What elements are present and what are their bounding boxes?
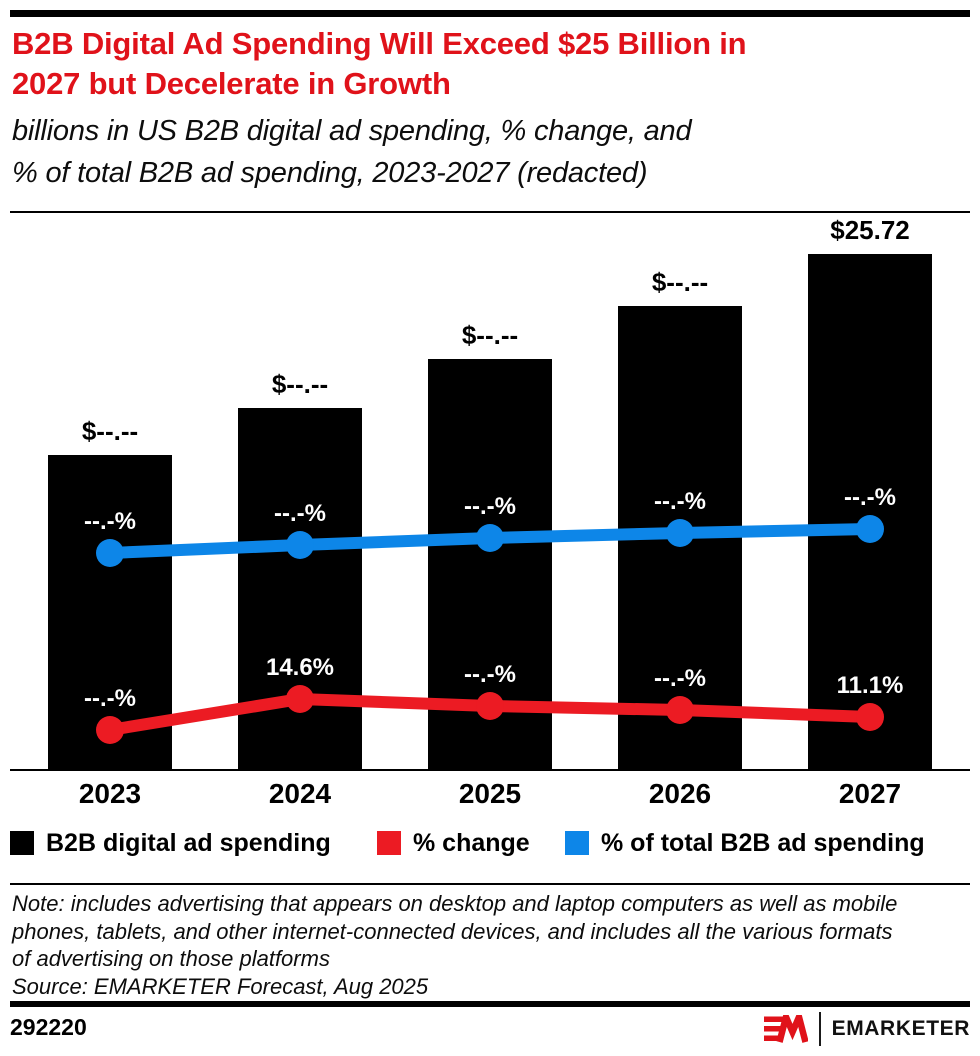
chart-title: B2B Digital Ad Spending Will Exceed $25 …: [12, 24, 962, 104]
bar-value-label-2024: $--.--: [271, 369, 329, 399]
chart-title-line-2: 2027 but Decelerate in Growth: [12, 66, 451, 101]
-of-total-b2b-ad-spending-line-label-2023: --.-%: [84, 508, 136, 535]
note-line: Note: includes advertising that appears …: [12, 891, 898, 916]
legend-item-pct-total: % of total B2B ad spending: [565, 828, 925, 857]
brand-separator: [818, 1012, 821, 1046]
legend-label: B2B digital ad spending: [46, 828, 331, 857]
note-line: phones, tablets, and other internet-conn…: [12, 918, 893, 944]
bar-value-label-2025: $--.--: [461, 320, 519, 350]
footer-rule: [10, 1001, 970, 1007]
-change-line-label-2027: 11.1%: [836, 672, 904, 699]
note-divider: [10, 883, 970, 885]
-change-line-label-2023: --.-%: [84, 685, 136, 712]
emarketer-logo-icon: [763, 1015, 808, 1043]
pct-total-swatch-icon: [565, 831, 589, 855]
emarketer-brand: EMARKETER: [763, 1010, 970, 1048]
x-axis-line: [10, 769, 970, 771]
-of-total-b2b-ad-spending-line-label-2027: --.-%: [844, 484, 896, 511]
-of-total-b2b-ad-spending-line-label-2025: --.-%: [464, 493, 516, 520]
-of-total-b2b-ad-spending-line-label-2026: --.-%: [654, 488, 706, 515]
note-block: Note: includes advertising that appears …: [12, 890, 962, 1000]
bar-2025: [428, 359, 552, 770]
source-line: Source: EMARKETER Forecast, Aug 2025: [12, 973, 429, 999]
-change-line-label-2026: --.-%: [654, 665, 706, 692]
x-axis-label-2027: 2027: [838, 778, 902, 809]
-change-line-label-2024: 14.6%: [265, 654, 335, 681]
bar-2023: [48, 455, 172, 770]
pct-change-swatch-icon: [377, 831, 401, 855]
bar-value-label-2023: $--.--: [81, 416, 139, 446]
chart-title-line-1: B2B Digital Ad Spending Will Exceed $25 …: [12, 26, 747, 61]
x-axis-label-2023: 2023: [78, 778, 142, 809]
legend-label: % of total B2B ad spending: [601, 828, 925, 857]
x-axis-label-2025: 2025: [458, 778, 522, 809]
x-axis-label-2026: 2026: [648, 778, 712, 809]
bar-2027: [808, 254, 932, 770]
note-line: of advertising on those platforms: [12, 946, 330, 971]
chart-legend: B2B digital ad spending % change % of to…: [0, 828, 980, 858]
legend-item-pct-change: % change: [377, 828, 530, 857]
bar-series-swatch-icon: [10, 831, 34, 855]
bar-value-label-2026: $--.--: [651, 267, 709, 297]
brand-wordmark: EMARKETER: [831, 1017, 970, 1040]
chart-subtitle: billions in US B2B digital ad spending, …: [12, 110, 962, 194]
bar-2024: [238, 408, 362, 770]
bar-value-label-2027: $25.72: [830, 215, 910, 245]
chart-id: 292220: [10, 1014, 87, 1040]
chart-subtitle-line-2: % of total B2B ad spending, 2023-2027 (r…: [12, 157, 648, 189]
legend-item-bar-series: B2B digital ad spending: [10, 828, 331, 857]
top-rule: [10, 10, 970, 17]
legend-label: % change: [413, 828, 530, 857]
header-divider: [10, 211, 970, 213]
-of-total-b2b-ad-spending-line-label-2024: --.-%: [274, 500, 326, 527]
-change-line-label-2025: --.-%: [464, 661, 516, 688]
bar-2026: [618, 306, 742, 770]
chart-subtitle-line-1: billions in US B2B digital ad spending, …: [12, 115, 692, 147]
x-axis-label-2024: 2024: [268, 778, 332, 809]
